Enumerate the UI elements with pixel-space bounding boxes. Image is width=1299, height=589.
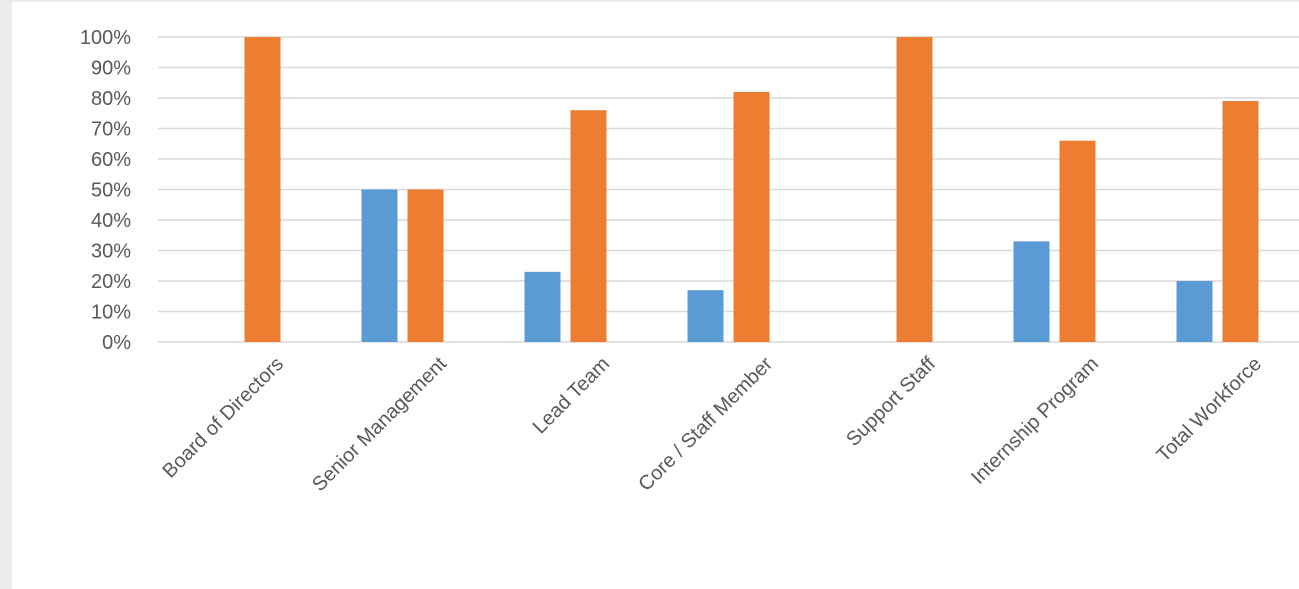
x-category-label: Core / Staff Member <box>634 353 777 496</box>
bar-series-2-5 <box>896 37 933 342</box>
x-category-label: Lead Team <box>529 353 614 438</box>
x-category-label: Support Staff <box>842 353 940 451</box>
bar-series-2-7 <box>1222 101 1259 342</box>
y-tick-label: 80% <box>91 88 131 110</box>
bar-series-1-6 <box>1013 241 1050 342</box>
y-axis-ticks: 0% 10% 20% 30% 40% 50% 60% 70% 80% 90% 100% <box>80 27 131 354</box>
x-category-label: Board of Directors <box>159 353 289 483</box>
y-tick-label: 10% <box>91 302 131 324</box>
bar-series-1-4 <box>687 290 724 342</box>
bar-series-2-6 <box>1059 140 1096 342</box>
y-tick-label: 90% <box>91 58 131 80</box>
bars-layer <box>244 37 1259 343</box>
y-tick-label: 50% <box>91 180 131 202</box>
bar-series-2-1 <box>244 37 281 342</box>
y-tick-label: 30% <box>91 241 131 263</box>
bar-series-1-3 <box>524 271 561 342</box>
y-tick-label: 70% <box>91 119 131 141</box>
bar-series-2-4 <box>733 91 770 343</box>
x-category-label: Total Workforce <box>1152 353 1266 467</box>
y-tick-label: 100% <box>80 27 131 49</box>
bar-series-1-7 <box>1176 281 1213 342</box>
x-category-label: Internship Program <box>967 353 1103 489</box>
bar-series-2-3 <box>570 110 607 342</box>
bar-series-2-2 <box>407 189 444 342</box>
y-tick-label: 20% <box>91 271 131 293</box>
grid-layer <box>158 36 1299 343</box>
y-tick-label: 60% <box>91 149 131 171</box>
x-axis-labels: Board of Directors Senior Management Lead … <box>159 353 1267 496</box>
x-category-label: Senior Management <box>308 353 451 496</box>
y-tick-label: 40% <box>91 210 131 232</box>
bar-series-1-2 <box>361 189 398 342</box>
y-tick-label: 0% <box>102 332 131 354</box>
